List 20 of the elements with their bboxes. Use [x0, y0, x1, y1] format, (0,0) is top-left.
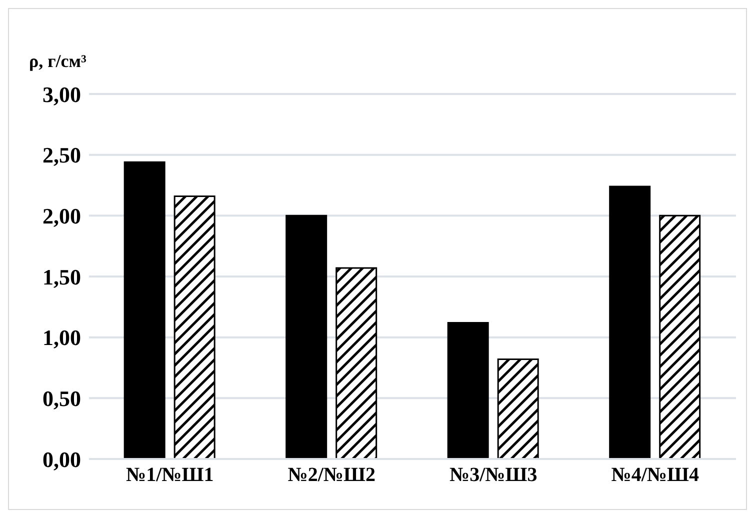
bar — [174, 195, 216, 459]
bar — [659, 214, 701, 459]
y-tick-label: 2,00 — [42, 203, 81, 228]
bar — [336, 267, 378, 459]
y-axis-title: ρ, г/см³ — [29, 51, 88, 71]
y-tick-label: 0,50 — [42, 386, 81, 411]
bar — [286, 214, 328, 459]
y-tick-label: 3,00 — [42, 82, 81, 107]
bar — [447, 322, 489, 459]
x-tick-label: №2/№Ш2 — [288, 464, 376, 486]
x-tick-label: №4/№Ш4 — [611, 464, 699, 486]
y-tick-label: 1,50 — [42, 264, 81, 290]
x-tick-label: №1/№Ш1 — [126, 464, 214, 486]
bar — [124, 161, 166, 459]
y-tick-label: 0,00 — [42, 446, 81, 472]
y-tick-label: 1,00 — [42, 325, 81, 350]
y-tick-label: 2,50 — [42, 142, 81, 168]
x-tick-label: №3/№Ш3 — [450, 464, 538, 486]
bar — [497, 358, 539, 459]
bar — [609, 186, 651, 459]
